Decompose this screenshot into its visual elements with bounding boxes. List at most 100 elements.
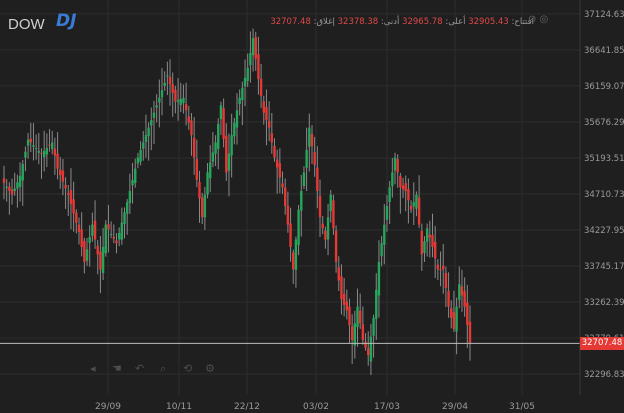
candle-body [425, 228, 429, 242]
candle-body [275, 159, 279, 168]
candle-body [206, 172, 209, 195]
candle-body [372, 317, 375, 336]
y-tick-label: 34227.95 [584, 226, 624, 236]
candle-body [267, 120, 271, 128]
candle-body [16, 182, 19, 189]
candle-body [332, 200, 335, 229]
candle-body [42, 150, 46, 158]
candle-body [259, 78, 263, 96]
undo-icon[interactable]: ↶ [135, 362, 145, 375]
candle-body [353, 323, 357, 346]
candle-body [310, 134, 314, 147]
candle-body [160, 90, 164, 98]
candle-body [452, 312, 456, 330]
candle-body [21, 163, 24, 181]
candle-body [158, 97, 161, 103]
candle-body [101, 246, 105, 273]
low-label: أدنى: [380, 17, 400, 27]
candle-body [37, 150, 41, 153]
candle-body [104, 224, 107, 254]
candle-body [123, 212, 126, 225]
x-tick-label: 10/11 [166, 402, 192, 412]
candle-body [179, 99, 182, 105]
candle-body [51, 142, 54, 150]
candle-body [209, 162, 212, 179]
candle-body [337, 267, 340, 281]
candle-body [251, 38, 255, 56]
candle-body [139, 150, 142, 162]
candle-body [217, 123, 220, 149]
candle-body [18, 176, 22, 187]
candle-body [463, 291, 466, 307]
candle-body [233, 122, 236, 137]
candle-body [171, 84, 174, 93]
candle-body [24, 151, 27, 158]
candle-body [442, 265, 445, 270]
y-tick-label: 33262.39 [584, 298, 624, 308]
candle-body [297, 209, 300, 245]
candle-body [257, 54, 260, 80]
candle-body [249, 53, 252, 66]
x-tick-label: 22/12 [234, 402, 260, 412]
candle-body [32, 145, 35, 147]
candle-body [109, 233, 113, 235]
zoom-icon[interactable]: ⌕ [160, 362, 167, 375]
candle-body [59, 169, 62, 176]
y-tick-label: 34710.73 [584, 190, 624, 200]
open-value: 32905.43 [468, 17, 509, 27]
candle-body [168, 76, 172, 85]
candle-body [147, 127, 150, 137]
candle-body [163, 82, 166, 86]
reset-icon[interactable]: ⟲ [183, 362, 193, 375]
candle-body [270, 133, 274, 143]
candle-body [155, 105, 158, 108]
candle-body [64, 184, 67, 189]
y-tick-label: 35676.29 [584, 118, 624, 128]
candle-body [91, 224, 94, 236]
candle-body [377, 261, 381, 296]
back-icon[interactable]: ◂ [90, 362, 96, 375]
candle-body [243, 77, 247, 87]
candle-body [444, 273, 448, 289]
candle-body [420, 231, 423, 255]
candle-body [393, 157, 397, 171]
candle-body [380, 243, 383, 257]
candle-body [302, 172, 306, 187]
candle-body [200, 197, 204, 218]
close-label: إغلاق: [313, 17, 335, 27]
pan-icon[interactable]: ☚ [112, 362, 122, 375]
low-value: 32378.38 [337, 17, 379, 27]
candle-body [96, 245, 99, 255]
candle-body [447, 290, 450, 307]
candle-body [99, 251, 102, 270]
candle-body [80, 229, 83, 247]
candle-body [300, 191, 303, 211]
candle-body [350, 326, 354, 341]
dow-jones-logo: DJ [56, 11, 77, 31]
candle-body [225, 135, 228, 173]
candle-body [45, 148, 49, 155]
candle-body [53, 148, 57, 156]
candle-body [428, 234, 432, 238]
candle-body [117, 233, 121, 240]
eye-icon[interactable]: ⊘ ◎ [528, 14, 549, 25]
x-tick-label: 17/03 [374, 402, 400, 412]
candle-body [345, 301, 349, 311]
candle-body [316, 167, 319, 192]
candle-body [265, 107, 268, 121]
candle-body [26, 139, 30, 146]
candle-body [219, 105, 223, 120]
candle-body [134, 168, 137, 183]
candle-body [5, 186, 8, 188]
candle-body [222, 108, 225, 139]
candle-body [2, 178, 6, 183]
candle-body [342, 293, 346, 305]
candle-body [128, 191, 132, 203]
candle-body [273, 145, 276, 158]
high-value: 32965.78 [402, 17, 443, 27]
settings-icon[interactable]: ⚙ [205, 362, 215, 375]
candle-body [326, 217, 330, 240]
high-label: أعلى: [445, 17, 466, 27]
candle-body [142, 142, 145, 149]
